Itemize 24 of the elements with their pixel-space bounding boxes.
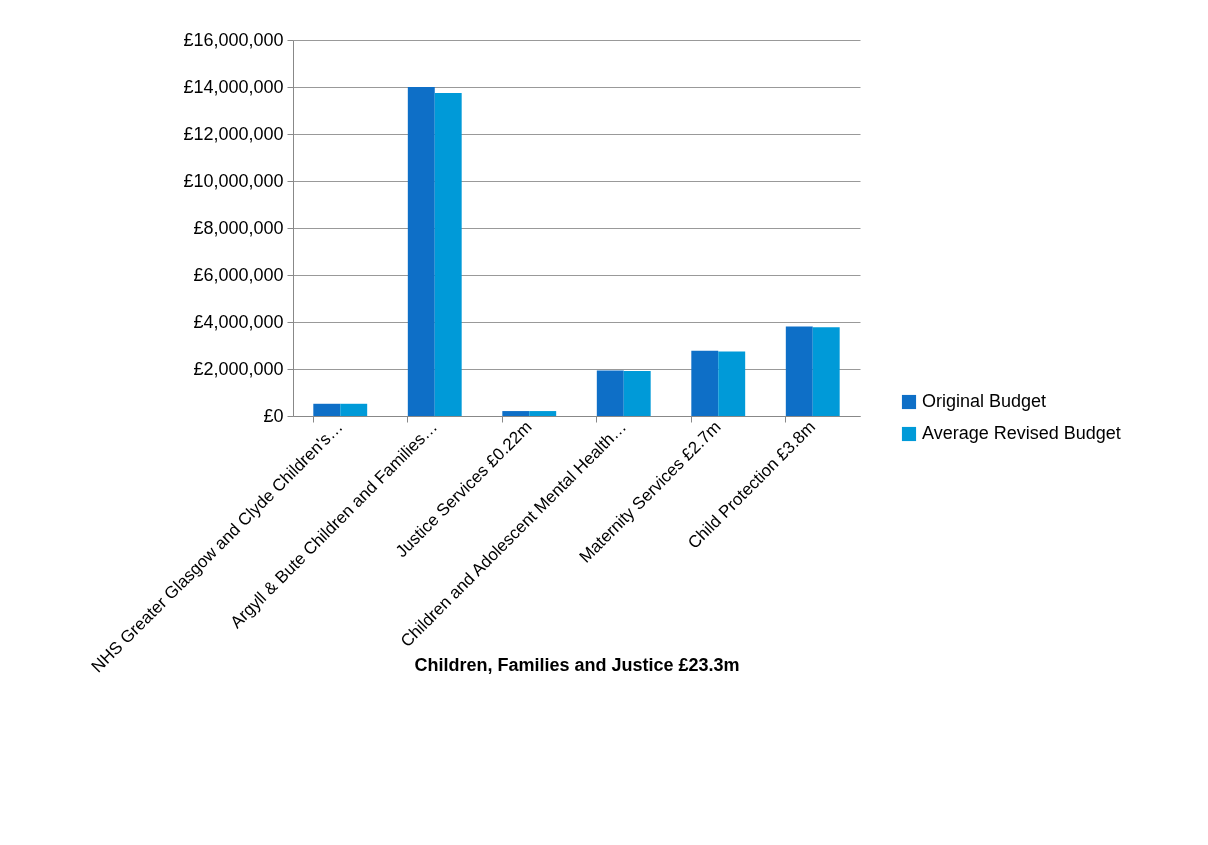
bar bbox=[340, 403, 368, 416]
y-tick-label: £8,000,000 bbox=[193, 217, 284, 238]
y-tick-label: £16,000,000 bbox=[183, 29, 284, 50]
legend-label: Average Revised Budget bbox=[922, 423, 1121, 443]
bar bbox=[529, 411, 557, 416]
y-tick-label: £0 bbox=[263, 405, 284, 426]
y-tick-label: £14,000,000 bbox=[183, 76, 284, 97]
bar bbox=[623, 370, 651, 416]
bar bbox=[434, 92, 462, 416]
y-tick-label: £2,000,000 bbox=[193, 358, 284, 379]
y-tick-label: £12,000,000 bbox=[183, 123, 284, 144]
bar bbox=[407, 87, 435, 416]
bar bbox=[313, 403, 341, 416]
bar bbox=[718, 351, 746, 416]
bar bbox=[785, 326, 813, 416]
bar bbox=[502, 411, 530, 416]
y-tick-label: £10,000,000 bbox=[183, 170, 284, 191]
x-axis-title: Children, Families and Justice £23.3m bbox=[414, 654, 740, 675]
bar bbox=[691, 350, 719, 416]
bar bbox=[812, 327, 840, 416]
y-tick-label: £6,000,000 bbox=[193, 264, 284, 285]
legend-label: Original Budget bbox=[922, 391, 1047, 411]
bar bbox=[596, 370, 624, 416]
y-tick-label: £4,000,000 bbox=[193, 311, 284, 332]
